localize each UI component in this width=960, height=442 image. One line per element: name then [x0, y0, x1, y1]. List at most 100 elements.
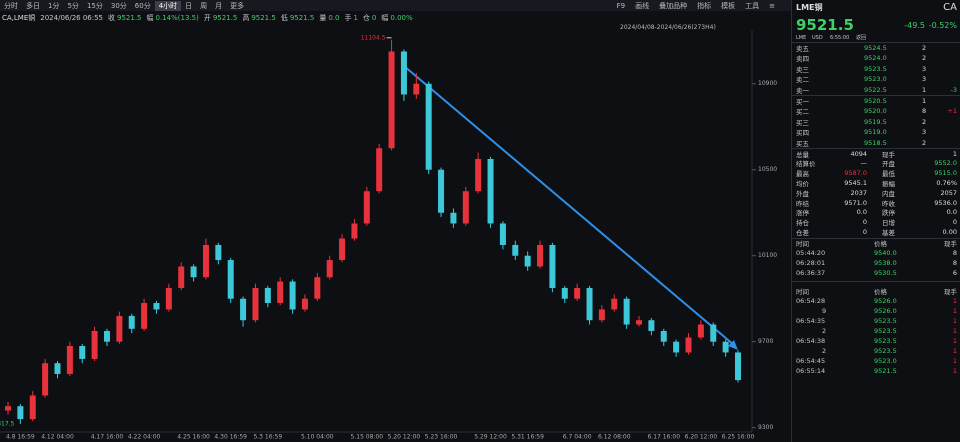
candle-body [685, 337, 692, 353]
trade-time: 06:54:45 [796, 356, 826, 365]
x-tick-label: 4.30 16:59 [214, 434, 247, 441]
change-pct: -0.52% [928, 20, 957, 30]
tool-button[interactable]: 画线 [635, 1, 650, 10]
tool-button[interactable]: 工具 [745, 1, 760, 10]
candle-body [425, 83, 432, 170]
book-row: 买二 9520.0 8 +1 [796, 107, 957, 116]
toolbar: 分时 多日 1分 5分 15分 30分 60分 4小时日周月更多 [0, 0, 960, 11]
tab[interactable]: 60分 [134, 1, 151, 10]
price: 9521.5 [796, 16, 854, 34]
x-tick-label: 4.22 04:00 [128, 434, 161, 441]
trade-volume: 1 [952, 306, 957, 315]
stat-label: 最高 [796, 170, 809, 179]
tab[interactable]: 30分 [110, 1, 127, 10]
tab[interactable]: 5分 [67, 1, 79, 10]
stat-value: 9552.0 [934, 159, 957, 168]
tab[interactable]: 1分 [48, 1, 60, 10]
info-label: 量 [319, 13, 327, 22]
trades-row: 2 9523.5 1 [796, 326, 957, 335]
candle-body [413, 83, 420, 95]
book-volume: 8 [922, 107, 927, 115]
trade-price: 9523.5 [874, 326, 897, 335]
stat-value: 0 [862, 227, 867, 236]
stat-label: 现手 [882, 150, 895, 159]
toolbar-right: F9 画线 叠加品种 指标 模板 工具 ≡ [612, 0, 780, 11]
tab[interactable]: 月 [215, 1, 223, 10]
tool-button[interactable]: 指标 [697, 1, 712, 10]
candle-body [499, 223, 506, 245]
tool-button[interactable]: F9 [616, 1, 626, 10]
info-value: 0.14%(13.5) [155, 13, 199, 22]
trade-volume: 1 [952, 316, 957, 325]
candle-body [537, 244, 544, 267]
info-label: 仓 [362, 13, 370, 22]
info-label: 低 [280, 13, 288, 22]
stat-value: 0.0 [856, 208, 867, 217]
book-volume: 2 [922, 138, 927, 147]
info-value: 9521.5 [289, 13, 315, 22]
tab[interactable]: 分时 [4, 1, 18, 10]
trade-time: 2 [822, 326, 827, 335]
trade-time: 06:54:38 [796, 336, 826, 345]
stat-label: 振幅 [882, 179, 895, 188]
stat-label: 结算价 [796, 160, 816, 169]
book-price: 9519.5 [864, 117, 887, 126]
trade-volume: 1 [952, 326, 957, 335]
min-label: 9317.5 [0, 420, 15, 427]
candle-body [153, 303, 160, 310]
trade-volume: 1 [952, 296, 957, 305]
tab[interactable]: 更多 [230, 1, 245, 10]
book-row: 买一 9520.5 1 [796, 96, 957, 106]
trades-row: 06:54:38 9523.5 1 [796, 336, 957, 345]
candle-body [623, 298, 630, 325]
candle-body [400, 51, 407, 95]
tab[interactable]: 多日 [26, 1, 40, 10]
book-volume: 2 [922, 54, 927, 62]
trade-time: 06:36:37 [796, 268, 826, 277]
stat-value: 0.0 [946, 208, 957, 217]
candle-body [29, 395, 36, 420]
trades-row: 06:28:01 9538.0 8 [796, 258, 957, 267]
book-price: 9520.0 [864, 107, 887, 115]
candle-body [326, 260, 333, 278]
tab[interactable]: 15分 [86, 1, 103, 10]
book-volume: 3 [922, 75, 927, 83]
x-tick-label: 5.10 04:00 [301, 434, 334, 441]
stat-label: 总量 [796, 150, 809, 159]
trade-price: 9523.0 [874, 356, 897, 365]
stat-value: 4094 [850, 149, 867, 158]
tab[interactable]: 日 [185, 1, 193, 10]
info-label: 幅 [146, 13, 154, 22]
stat-label: 内盘 [882, 189, 895, 198]
book-price: 9522.5 [864, 85, 887, 94]
stat-label: 基差 [882, 228, 895, 237]
stat-value: 0 [862, 218, 867, 227]
candle-body [215, 244, 222, 261]
stat-label: 开盘 [882, 160, 895, 169]
book-price: 9520.5 [864, 96, 887, 105]
x-tick-label: 6.25 16:00 [722, 434, 755, 441]
book-row: 买五 9518.5 2 [796, 138, 957, 148]
book-label: 卖一 [796, 86, 809, 95]
tool-button[interactable]: 叠加品种 [659, 1, 688, 10]
y-tick-label: 9700 [758, 338, 773, 345]
trade-time: 9 [822, 306, 827, 315]
trades-header-cell: 价格 [874, 239, 887, 248]
candle-body [549, 244, 556, 288]
trade-volume: 1 [952, 356, 957, 365]
stats-row: 均价 9545.1 振幅 0.76% [796, 178, 957, 188]
x-tick-label: 6.17 16:00 [647, 434, 680, 441]
candle-body [227, 260, 234, 299]
trade-price: 9521.5 [874, 366, 897, 375]
quote-meta: LME USD 6:55:00 返回 [796, 33, 957, 42]
tab[interactable]: 4小时 [154, 0, 182, 11]
book-volume: 1 [922, 85, 927, 94]
tool-button[interactable]: 模板 [721, 1, 736, 10]
tool-button[interactable]: ≡ [769, 1, 775, 10]
trade-price: 9526.0 [874, 306, 897, 315]
candle-body [697, 324, 704, 338]
tab[interactable]: 周 [200, 1, 208, 10]
candle-body [487, 158, 494, 224]
trades-row: 06:54:28 9526.0 1 [796, 296, 957, 305]
max-label: 11104.5 [361, 34, 386, 41]
